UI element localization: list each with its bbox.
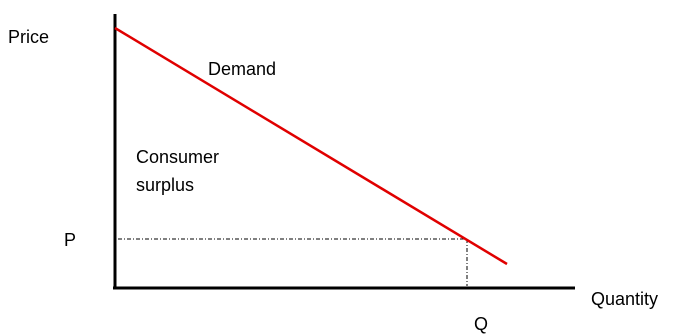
consumer-surplus-label-line1: Consumer bbox=[136, 147, 219, 167]
demand-label: Demand bbox=[208, 59, 276, 79]
price-label: P bbox=[64, 230, 76, 250]
consumer-surplus-label-line2: surplus bbox=[136, 175, 194, 195]
y-axis-label: Price bbox=[8, 27, 49, 47]
x-axis-label: Quantity bbox=[591, 289, 658, 309]
demand-curve bbox=[114, 26, 508, 266]
quantity-label: Q bbox=[474, 314, 488, 334]
